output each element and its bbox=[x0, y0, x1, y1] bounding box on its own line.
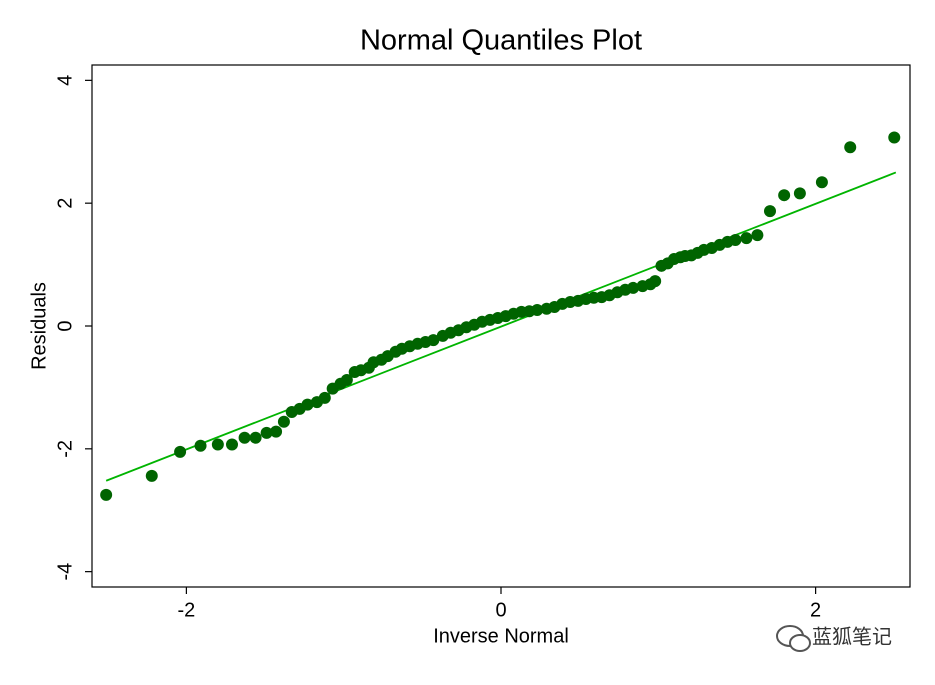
point bbox=[340, 374, 353, 387]
x-tick-label: 2 bbox=[810, 599, 821, 621]
point bbox=[740, 232, 753, 245]
point bbox=[194, 439, 207, 452]
x-tick-label: 0 bbox=[495, 599, 506, 621]
point bbox=[531, 304, 544, 317]
point bbox=[277, 415, 290, 428]
point bbox=[301, 398, 314, 411]
point bbox=[238, 431, 251, 444]
point bbox=[627, 281, 640, 294]
point bbox=[844, 141, 857, 154]
point bbox=[249, 431, 262, 444]
point bbox=[815, 176, 828, 189]
point bbox=[729, 234, 742, 247]
watermark: 蓝狐笔记 bbox=[812, 625, 892, 648]
point bbox=[763, 205, 776, 218]
point bbox=[793, 187, 806, 200]
y-tick-label: 2 bbox=[54, 198, 76, 209]
point bbox=[751, 229, 764, 242]
point bbox=[888, 131, 901, 144]
y-tick-label: 4 bbox=[54, 75, 76, 86]
y-tick-label: 0 bbox=[54, 320, 76, 331]
point bbox=[778, 189, 791, 202]
point bbox=[318, 391, 331, 404]
point bbox=[100, 488, 113, 501]
point bbox=[649, 275, 662, 288]
y-tick-label: -2 bbox=[54, 440, 76, 458]
point bbox=[427, 334, 440, 347]
point bbox=[270, 425, 283, 438]
chart-title: Normal Quantiles Plot bbox=[360, 25, 642, 57]
x-tick-label: -2 bbox=[177, 599, 195, 621]
y-axis-label: Residuals bbox=[28, 282, 50, 370]
watermark-icon bbox=[789, 634, 811, 652]
point bbox=[226, 438, 239, 451]
point bbox=[260, 426, 273, 439]
point bbox=[174, 445, 187, 458]
x-axis-label: Inverse Normal bbox=[433, 625, 569, 647]
point bbox=[145, 469, 158, 482]
fit-line bbox=[105, 171, 897, 482]
y-tick-label: -4 bbox=[54, 563, 76, 581]
point bbox=[211, 438, 224, 451]
watermark-group: 蓝狐笔记 bbox=[776, 625, 892, 652]
